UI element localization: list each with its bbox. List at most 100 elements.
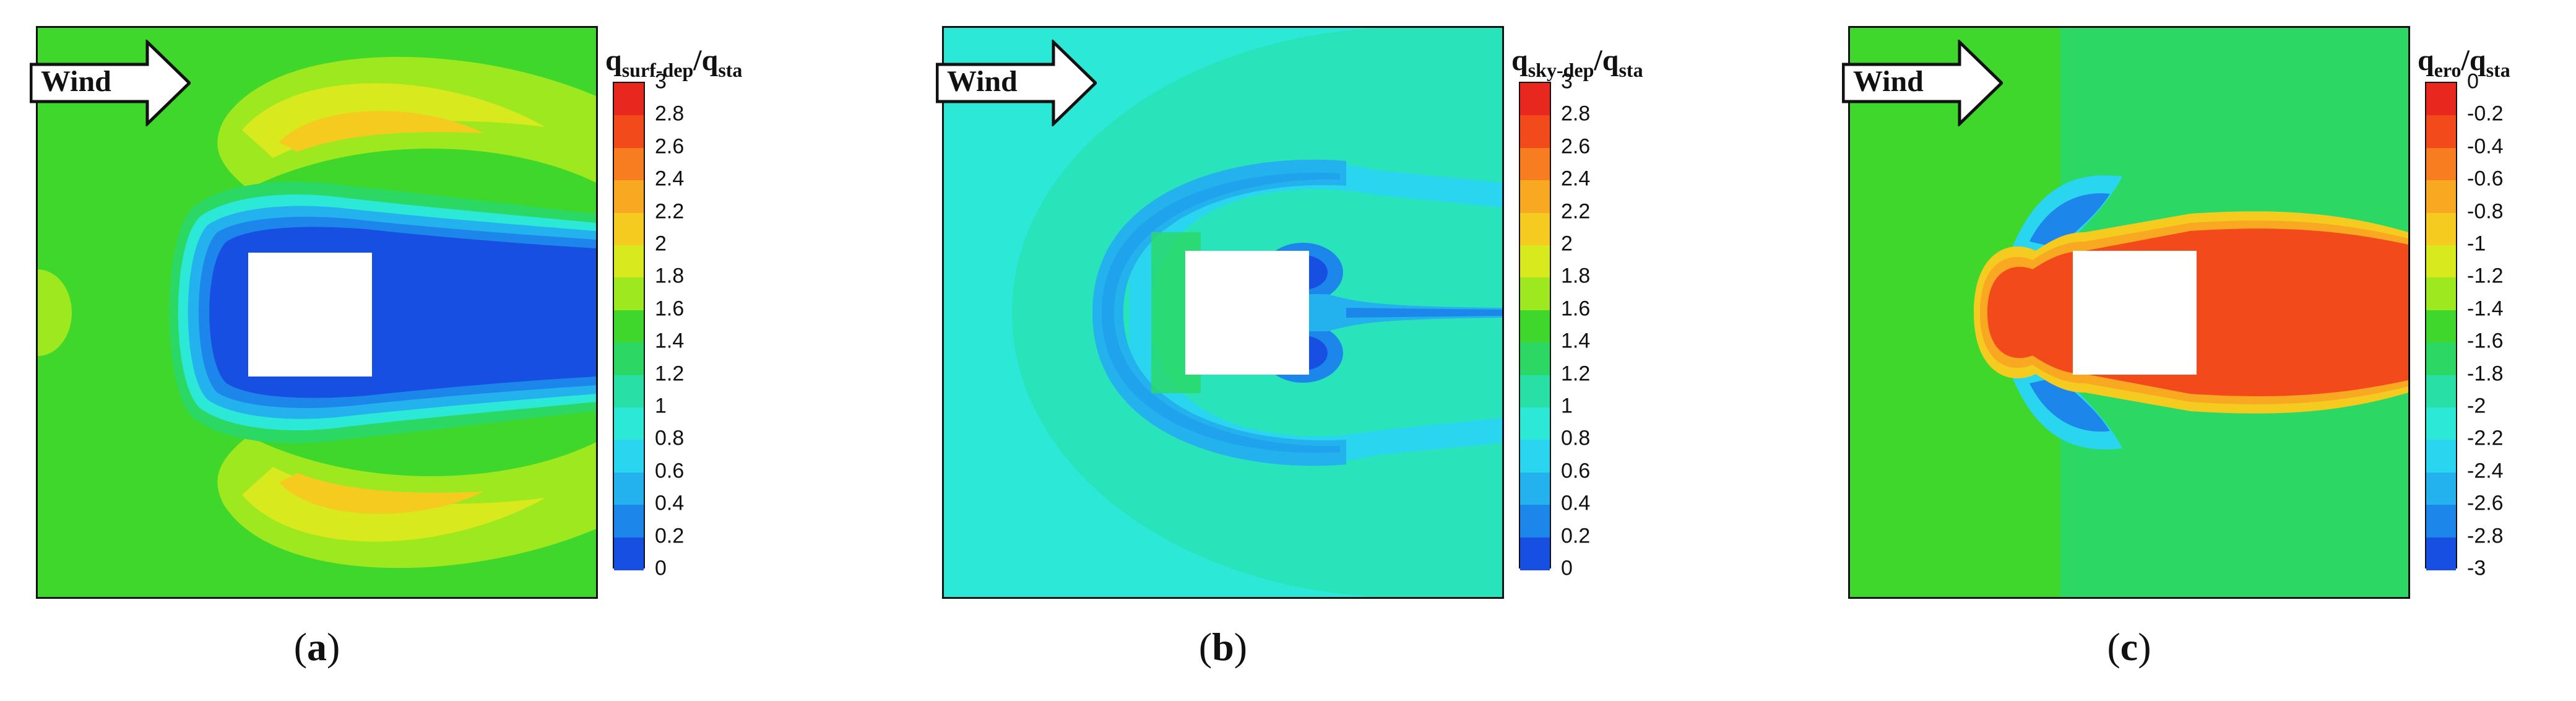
panel-c: Wind qero/qsta 0 -0.2 -0.4 -0.6 -0.8 -1 -1.2 -1… (1812, 0, 2576, 701)
colorbar-tick-label: 2.2 (1561, 199, 1591, 224)
colorbar-tick-label: -1.2 (2467, 264, 2504, 288)
colorbar-tick-label: 0.8 (1561, 426, 1591, 450)
colorbar-tick-label: 0.4 (655, 491, 685, 515)
colorbar-band (2426, 342, 2456, 376)
colorbar-tick-label: 0 (2467, 69, 2479, 94)
colorbar-band (1520, 472, 1550, 505)
colorbar-ticks: 0 -0.2 -0.4 -0.6 -0.8 -1 -1.2 -1.4 -1.6 -1.8 -2 -2.… (2467, 70, 2576, 580)
colorbar-tick-label: 0 (655, 556, 667, 580)
colorbar-tick-label: -2.2 (2467, 426, 2504, 450)
colorbar-tick-label: 0.6 (655, 459, 685, 483)
colorbar-band (2426, 440, 2456, 473)
colorbar-tick-label: 2.2 (655, 199, 685, 224)
colorbar-band (2426, 375, 2456, 408)
colorbar-band (614, 245, 644, 278)
colorbar-band (1520, 375, 1550, 408)
colorbar-title: qero/qsta (2418, 44, 2510, 82)
colorbar-tick-label: 1.6 (655, 297, 685, 321)
colorbar-band (614, 537, 644, 570)
colorbar-tick-label: 2.8 (655, 102, 685, 126)
colorbar-tick-label: -1.6 (2467, 329, 2504, 353)
colorbar-band (2426, 472, 2456, 505)
colorbar-tick-label: 2 (1561, 232, 1573, 256)
wind-arrow-icon (1842, 40, 2003, 126)
colorbar-band (1520, 115, 1550, 149)
panel-caption: (b) (1198, 625, 1248, 669)
colorbar-title: qsky-dep/qsta (1511, 44, 1643, 82)
colorbar-tick-label: 3 (655, 69, 667, 94)
colorbar-tick-label: -2.6 (2467, 491, 2504, 515)
colorbar-tick-label: 0 (1561, 556, 1573, 580)
colorbar-band (614, 310, 644, 343)
colorbar-tick-label: 1.2 (655, 362, 685, 386)
colorbar-tick-label: 0.2 (655, 524, 685, 548)
colorbar-band (1520, 310, 1550, 343)
panel-a: Wind qsurf-dep/qsta 3 2.8 2.6 2.4 2.2 2 1.8 1.6… (0, 0, 858, 701)
colorbar-band (2426, 505, 2456, 538)
colorbar (2425, 82, 2457, 570)
colorbar-band (2426, 147, 2456, 181)
colorbar-band (614, 472, 644, 505)
colorbar-band (614, 375, 644, 408)
colorbar-tick-label: -3 (2467, 556, 2486, 580)
colorbar-band (2426, 277, 2456, 311)
colorbar-tick-label: 2.6 (1561, 134, 1591, 159)
colorbar-band (1520, 407, 1550, 440)
colorbar-tick-label: 1.4 (655, 329, 685, 353)
colorbar-band (614, 277, 644, 311)
colorbar-band (614, 115, 644, 149)
colorbar-band (614, 440, 644, 473)
colorbar-band (1520, 342, 1550, 376)
colorbar-band (614, 212, 644, 246)
colorbar-tick-label: -1.4 (2467, 297, 2504, 321)
colorbar-band (2426, 212, 2456, 246)
colorbar-title: qsurf-dep/qsta (605, 44, 743, 82)
colorbar-band (1520, 277, 1550, 311)
colorbar-tick-label: -2.8 (2467, 524, 2504, 548)
panel-b: Wind qsky-dep/qsta 3 2.8 2.6 2.4 2.2 2 1.8 1.6 1… (906, 0, 1765, 701)
colorbar (1519, 82, 1551, 570)
colorbar-band (2426, 115, 2456, 149)
colorbar-band (2426, 180, 2456, 214)
contour-plot-b (942, 26, 1504, 599)
colorbar-tick-label: 1.6 (1561, 297, 1591, 321)
colorbar-tick-label: 0.2 (1561, 524, 1591, 548)
colorbar-tick-label: 0.6 (1561, 459, 1591, 483)
panel-caption: (c) (2107, 625, 2151, 669)
colorbar-tick-label: 0.8 (655, 426, 685, 450)
colorbar-tick-label: 1 (1561, 394, 1573, 418)
wind-label: Wind (41, 65, 111, 98)
colorbar-band (614, 505, 644, 538)
colorbar-tick-label: -0.4 (2467, 134, 2504, 159)
colorbar-tick-label: 1 (655, 394, 667, 418)
colorbar-band (1520, 440, 1550, 473)
colorbar-tick-label: 2.4 (1561, 167, 1591, 191)
colorbar-tick-label: 1.8 (655, 264, 685, 288)
colorbar-tick-label: -1 (2467, 232, 2486, 256)
wind-arrow-icon (30, 40, 191, 126)
wind-arrow-icon (936, 40, 1097, 126)
colorbar-tick-label: -2.4 (2467, 459, 2504, 483)
colorbar-band (614, 342, 644, 376)
colorbar-tick-label: 1.8 (1561, 264, 1591, 288)
colorbar-tick-label: 2 (655, 232, 667, 256)
colorbar-tick-label: -0.2 (2467, 102, 2504, 126)
colorbar-band (2426, 537, 2456, 570)
colorbar-band (1520, 212, 1550, 246)
contour-plot-a (36, 26, 598, 599)
colorbar-tick-label: -0.8 (2467, 199, 2504, 224)
colorbar-band (1520, 537, 1550, 570)
colorbar-tick-label: 2.4 (655, 167, 685, 191)
colorbar-band (614, 147, 644, 181)
colorbar-tick-label: 2.8 (1561, 102, 1591, 126)
colorbar-band (614, 180, 644, 214)
colorbar-tick-label: -2 (2467, 394, 2486, 418)
colorbar-ticks: 3 2.8 2.6 2.4 2.2 2 1.8 1.6 1.4 1.2 1 0.8 0.6 0.4 0.2 0 (655, 70, 779, 580)
colorbar-tick-label: -1.8 (2467, 362, 2504, 386)
wind-label: Wind (947, 65, 1018, 98)
contour-plot-c (1848, 26, 2410, 599)
wind-label: Wind (1853, 65, 1924, 98)
colorbar-band (2426, 83, 2456, 116)
colorbar-ticks: 3 2.8 2.6 2.4 2.2 2 1.8 1.6 1.4 1.2 1 0.8 0.6 0.4 0.2 0 (1561, 70, 1685, 580)
colorbar-band (1520, 83, 1550, 116)
